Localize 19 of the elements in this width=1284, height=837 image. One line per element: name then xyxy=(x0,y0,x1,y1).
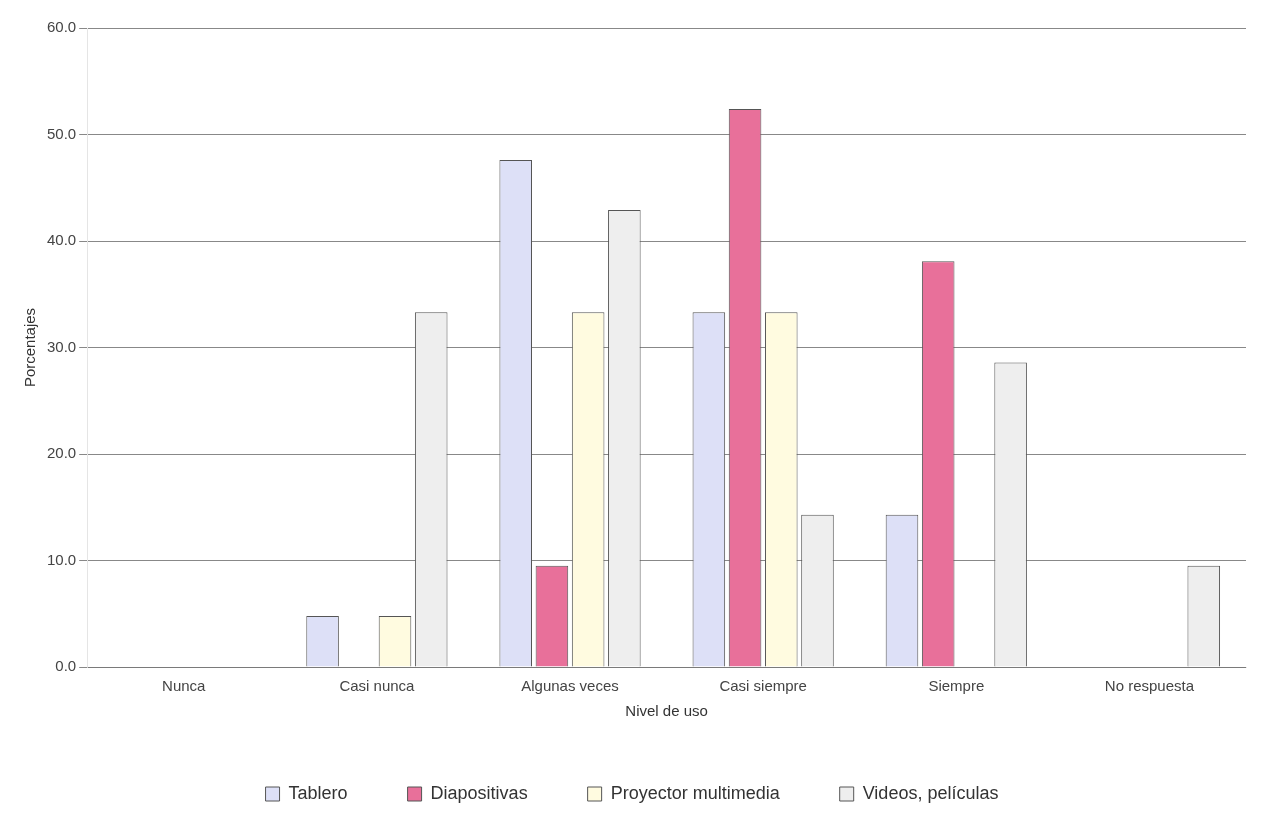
y-tick-label: 0.0 xyxy=(55,657,77,675)
y-tick-label: 30.0 xyxy=(46,337,77,355)
y-tick-label: 50.0 xyxy=(46,124,77,142)
x-tick-label: Nunca xyxy=(162,677,207,695)
x-tick-label: Algunas veces xyxy=(521,677,619,695)
x-tick-label: Siempre xyxy=(928,677,985,695)
x-tick-label: No respuesta xyxy=(1104,677,1195,695)
legend-label: Diapositivas xyxy=(430,782,528,803)
y-tick-label: 20.0 xyxy=(46,444,77,462)
x-tick-label: Casi siempre xyxy=(719,677,807,695)
y-tick-label: 10.0 xyxy=(46,550,77,568)
x-tick-label: Casi nunca xyxy=(339,677,416,695)
y-tick-label: 40.0 xyxy=(46,231,77,249)
y-tick-label: 60.0 xyxy=(46,18,77,36)
legend-label: Videos, películas xyxy=(862,782,999,803)
x-axis-title: Nivel de uso xyxy=(625,702,708,720)
legend-label: Proyector multimedia xyxy=(610,782,781,803)
legend-label: Tablero xyxy=(288,782,348,803)
y-axis-title: Porcentajes xyxy=(21,307,39,388)
